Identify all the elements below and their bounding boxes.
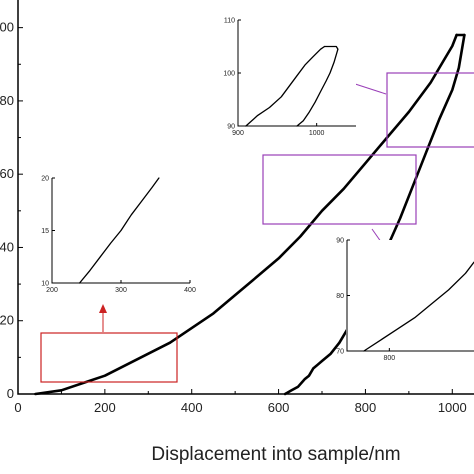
arrow-to-inset-left bbox=[99, 304, 107, 332]
inset-left-y-tick-label: 10 bbox=[41, 281, 49, 288]
main-x-tick-label: 0 bbox=[14, 400, 21, 415]
inset-right-background bbox=[346, 240, 474, 366]
inset-top-hold-curve bbox=[323, 45, 339, 50]
inset-top-y-tick-label: 90 bbox=[227, 124, 235, 131]
inset-top: 900 1000 90 100 110 bbox=[223, 18, 356, 138]
inset-right-curves bbox=[363, 261, 474, 352]
main-loading-curve bbox=[34, 33, 458, 396]
inset-right-y-tick-label: 70 bbox=[336, 349, 344, 356]
inset-left-y-tick-label: 20 bbox=[41, 176, 49, 183]
inset-left-ticks: 200 300 400 10 15 20 bbox=[41, 176, 196, 295]
inset-top-loading-curve bbox=[245, 45, 326, 127]
inset-left-curves bbox=[78, 177, 160, 284]
x-axis-title: Displacement into sample/nm bbox=[151, 444, 400, 465]
inset-right-ticks: 800 70 80 90 bbox=[336, 238, 395, 363]
inset-left-x-tick-label: 200 bbox=[46, 287, 58, 294]
inset-right: 800 70 80 90 bbox=[336, 238, 474, 366]
main-x-tick-label: 1000 bbox=[438, 400, 467, 415]
inset-right-y-tick-label: 80 bbox=[336, 293, 344, 300]
zoom-box-mid bbox=[262, 154, 417, 225]
main-x-tick-label: 400 bbox=[181, 400, 203, 415]
main-x-tick-label: 200 bbox=[94, 400, 116, 415]
inset-top-y-tick-label: 110 bbox=[224, 18, 235, 25]
main-y-tick-label: 100 bbox=[0, 20, 14, 35]
zoom-box-low bbox=[40, 332, 178, 383]
inset-left-x-tick-label: 300 bbox=[115, 287, 127, 294]
main-x-tick-label: 600 bbox=[268, 400, 290, 415]
inset-left-y-tick-label: 15 bbox=[41, 228, 49, 235]
main-x-ticks: 0 200 400 600 800 1000 bbox=[14, 389, 467, 415]
inset-top-x-tick-label: 1000 bbox=[309, 130, 325, 137]
main-y-tick-label: 80 bbox=[0, 93, 14, 108]
inset-top-y-tick-label: 100 bbox=[223, 71, 235, 78]
main-y-tick-label: 20 bbox=[0, 313, 14, 328]
main-y-tick-label: 40 bbox=[0, 239, 14, 254]
main-y-ticks: 0 20 40 60 80 100 bbox=[0, 20, 23, 401]
inset-left-x-tick-label: 400 bbox=[184, 287, 196, 294]
inset-left: 200 300 400 10 15 20 bbox=[41, 176, 196, 295]
main-y-tick-label: 0 bbox=[7, 386, 14, 401]
zoom-box-peak bbox=[386, 72, 474, 148]
inset-left-loading-curve bbox=[78, 177, 160, 284]
main-y-tick-label: 60 bbox=[0, 166, 14, 181]
inset-top-background bbox=[236, 20, 356, 126]
inset-right-x-tick-label: 800 bbox=[383, 355, 395, 362]
inset-top-unloading-curve bbox=[296, 48, 339, 127]
inset-top-x-tick-label: 900 bbox=[232, 130, 244, 137]
inset-right-unloading-curve bbox=[363, 261, 474, 352]
main-x-tick-label: 800 bbox=[355, 400, 377, 415]
inset-top-curves bbox=[245, 45, 339, 127]
callout-boxes bbox=[40, 72, 474, 383]
inset-top-ticks: 900 1000 90 100 110 bbox=[223, 18, 324, 138]
inset-right-y-tick-label: 90 bbox=[336, 238, 344, 245]
